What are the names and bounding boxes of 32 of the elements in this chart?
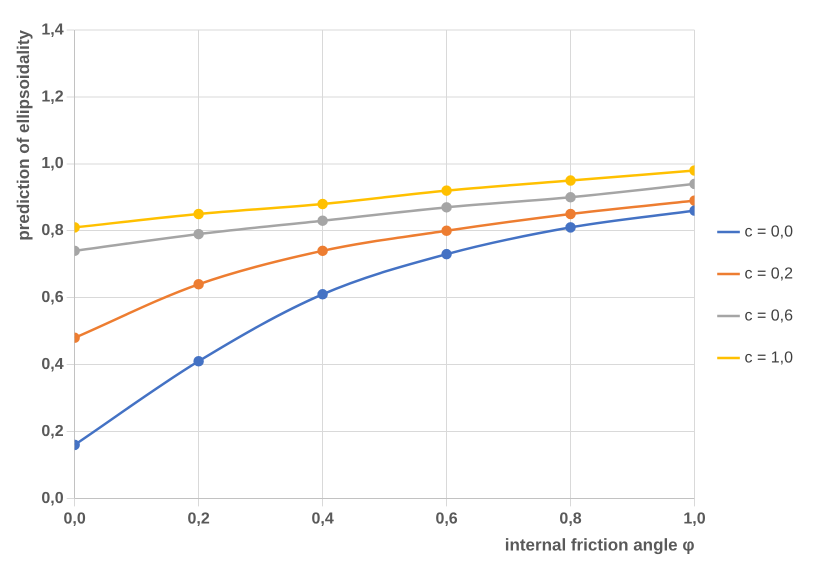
y-tick-label: 0,4 — [41, 356, 64, 373]
y-tick-label: 0,8 — [41, 222, 64, 240]
x-tick-label: 0,2 — [187, 510, 210, 528]
y-tick-label: 0,6 — [41, 289, 64, 306]
y-tick-label: 1,0 — [41, 155, 64, 172]
point — [317, 215, 328, 226]
point — [441, 225, 452, 236]
y-tick-label: 1,4 — [41, 21, 64, 38]
legend-label: c = 0,0 — [744, 223, 794, 240]
x-tick-label: 1,0 — [683, 510, 706, 528]
point — [317, 246, 328, 256]
point — [565, 192, 576, 203]
x-axis-title: internal friction angle φ — [504, 535, 695, 554]
legend-label: c = 1,0 — [744, 349, 794, 366]
point — [317, 289, 328, 300]
point — [565, 222, 576, 233]
point — [441, 202, 452, 213]
y-axis-title: prediction of ellipsoidality — [14, 29, 33, 241]
x-tick-label: 0,4 — [311, 510, 334, 528]
point — [317, 198, 328, 210]
y-tick-label: 0,2 — [41, 422, 64, 440]
x-tick-label: 0,8 — [559, 510, 582, 528]
point — [441, 248, 452, 260]
point — [565, 175, 576, 186]
legend-label: c = 0,2 — [744, 265, 794, 282]
point — [441, 185, 452, 196]
point — [565, 208, 576, 220]
legend-label: c = 0,6 — [744, 307, 794, 324]
y-tick-label: 1,2 — [41, 88, 64, 106]
x-tick-label: 0,0 — [64, 510, 86, 528]
y-tick-label: 0,0 — [41, 490, 64, 507]
x-tick-label: 0,6 — [435, 510, 458, 528]
